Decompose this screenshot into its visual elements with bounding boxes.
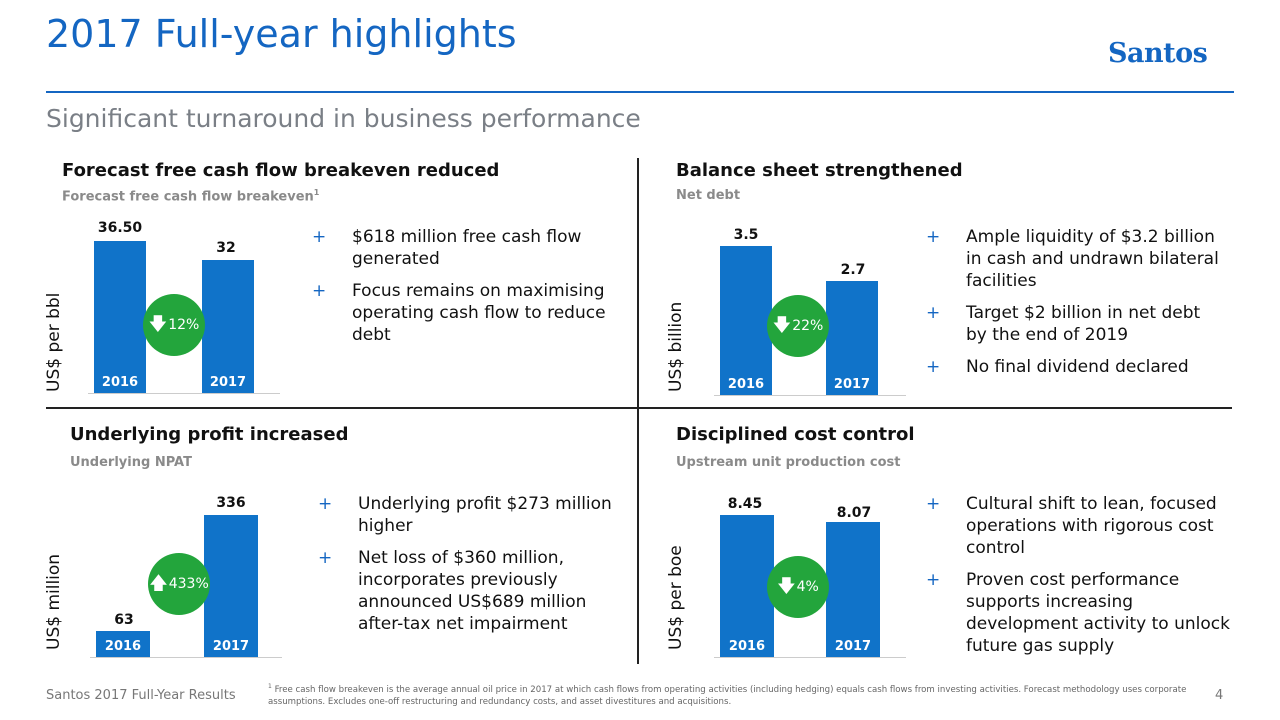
- santos-logo: Santos: [1108, 38, 1208, 69]
- fcf-change-badge: 🡇 12%: [143, 294, 205, 356]
- bullet-item: + $618 million free cash flow generated: [312, 227, 582, 269]
- bullet-item: + Target $2 billion in net debt by the en…: [926, 303, 1201, 345]
- profit-bar-2017-year: 2017: [212, 639, 250, 654]
- debt-baseline: [714, 395, 906, 396]
- page-subtitle: Significant turnaround in business perfo…: [46, 104, 641, 133]
- debt-value-2016: 3.5: [733, 227, 759, 243]
- debt-bar-2017: 2017: [826, 281, 878, 395]
- cost-bar-2017: 2017: [826, 522, 880, 657]
- debt-heading: Balance sheet strengthened: [676, 160, 963, 181]
- plus-icon: +: [318, 494, 333, 514]
- horizontal-divider: [46, 407, 1232, 409]
- debt-bar-2016: 2016: [720, 246, 772, 395]
- fcf-y-axis-label: US$ per bbl: [44, 292, 64, 392]
- fcf-label: Forecast free cash flow breakeven1: [62, 188, 320, 205]
- cost-bar-2017-year: 2017: [834, 639, 872, 654]
- plus-icon: +: [318, 548, 333, 568]
- profit-change-badge: 🡅 433%: [148, 553, 210, 615]
- profit-heading: Underlying profit increased: [70, 424, 349, 445]
- plus-icon: +: [926, 494, 941, 514]
- fcf-bar-2017-year: 2017: [209, 375, 247, 390]
- page-number: 4: [1215, 688, 1224, 703]
- debt-value-2017: 2.7: [840, 262, 866, 278]
- debt-y-axis-label: US$ billion: [666, 301, 686, 392]
- arrow-down-icon: 🡇: [148, 314, 168, 335]
- footnote: 1 Free cash flow breakeven is the averag…: [268, 683, 1187, 707]
- cost-value-2017: 8.07: [836, 505, 872, 521]
- arrow-down-icon: 🡇: [772, 315, 792, 336]
- cost-bullets: + Cultural shift to lean, focused operati…: [926, 493, 1236, 667]
- debt-bar-2016-year: 2016: [727, 377, 765, 392]
- plus-icon: +: [312, 227, 327, 247]
- fcf-bar-2017: 2017: [202, 260, 254, 393]
- cost-bar-2016-year: 2016: [728, 639, 766, 654]
- bullet-item: + Ample liquidity of $3.2 billion in cash…: [926, 227, 1219, 291]
- debt-bullets: + Ample liquidity of $3.2 billion in cash…: [926, 226, 1226, 388]
- arrow-up-icon: 🡅: [149, 573, 168, 594]
- fcf-heading: Forecast free cash flow breakeven reduce…: [62, 160, 500, 181]
- bullet-item: + Proven cost performance supports increa…: [926, 570, 1230, 656]
- plus-icon: +: [926, 227, 941, 247]
- profit-baseline: [90, 657, 282, 658]
- bullet-item: + Focus remains on maximising operating c…: [312, 281, 606, 345]
- bullet-item: + Net loss of $360 million, incorporates …: [318, 548, 587, 634]
- vertical-divider: [637, 158, 639, 664]
- debt-bar-2017-year: 2017: [833, 377, 871, 392]
- cost-change-badge: 🡇 4%: [767, 556, 829, 618]
- fcf-bullets: + $618 million free cash flow generated +…: [312, 226, 622, 356]
- debt-change-badge: 🡇 22%: [767, 295, 829, 357]
- fcf-baseline: [88, 393, 280, 394]
- fcf-bar-2016: 2016: [94, 241, 146, 393]
- footer-label: Santos 2017 Full-Year Results: [46, 688, 236, 703]
- fcf-bar-2016-year: 2016: [101, 375, 139, 390]
- plus-icon: +: [926, 357, 941, 377]
- bullet-item: + Underlying profit $273 million higher: [318, 494, 612, 536]
- cost-value-2016: 8.45: [727, 496, 763, 512]
- profit-value-2016: 63: [114, 612, 134, 628]
- cost-bar-2016: 2016: [720, 515, 774, 657]
- cost-baseline: [714, 657, 906, 658]
- profit-bar-2016-year: 2016: [104, 639, 142, 654]
- bullet-item: + Cultural shift to lean, focused operati…: [926, 494, 1217, 558]
- fcf-value-2017: 32: [216, 240, 236, 256]
- profit-label: Underlying NPAT: [70, 455, 192, 470]
- page-title: 2017 Full-year highlights: [46, 12, 517, 56]
- cost-heading: Disciplined cost control: [676, 424, 915, 445]
- cost-y-axis-label: US$ per boe: [666, 545, 686, 650]
- profit-bullets: + Underlying profit $273 million higher +…: [318, 493, 628, 645]
- fcf-value-2016: 36.50: [97, 220, 143, 236]
- profit-bar-2016: 2016: [96, 631, 150, 657]
- plus-icon: +: [312, 281, 327, 301]
- header-rule: [46, 91, 1234, 93]
- plus-icon: +: [926, 570, 941, 590]
- profit-value-2017: 336: [216, 495, 246, 511]
- profit-bar-2017: 2017: [204, 515, 258, 657]
- cost-label: Upstream unit production cost: [676, 455, 901, 470]
- profit-y-axis-label: US$ million: [44, 553, 64, 650]
- arrow-down-icon: 🡇: [777, 576, 796, 597]
- debt-label: Net debt: [676, 188, 741, 203]
- bullet-item: + No final dividend declared: [926, 357, 1189, 377]
- plus-icon: +: [926, 303, 941, 323]
